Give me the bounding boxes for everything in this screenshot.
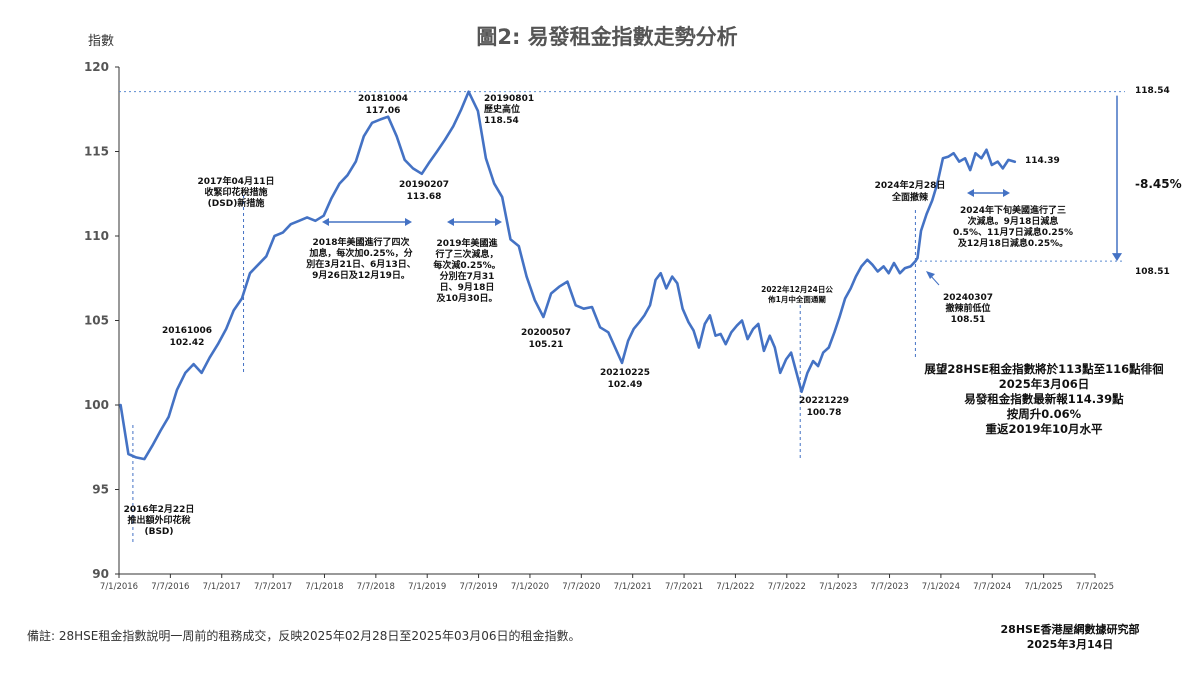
rate-hike-2018-annotation: 9月26日及12月19日。 — [312, 270, 410, 281]
x-tick-label: 7/7/2018 — [357, 582, 395, 592]
peak-2016-label: 20161006 — [162, 326, 212, 336]
y-tick-label: 120 — [84, 60, 109, 74]
outlook-annotation: 易發租金指數最新報114.39點 — [964, 392, 1124, 406]
historic-high-label: 歷史高位 — [484, 103, 520, 115]
rate-cut-2019-annotation: 分別在7月31 — [440, 270, 495, 282]
rate-cut-2024-arrow-left-head — [967, 189, 974, 197]
rate-hike-2018-arrow-right-head — [405, 218, 412, 226]
rate-hike-2018-annotation: 別在3月21日、6月13日、 — [305, 258, 416, 270]
y-tick-label: 90 — [92, 567, 109, 581]
low-2020-label: 20200507 — [521, 328, 571, 338]
guide-lines — [119, 91, 1125, 545]
low-2021-label: 20210225 — [600, 368, 650, 378]
bsd-annotation: (BSD) — [144, 527, 173, 537]
removal-annotation: 2024年2月28日 — [875, 179, 946, 191]
peak-2018-label: 20181004 — [358, 94, 408, 104]
series-line — [119, 90, 1017, 461]
x-tick-label: 7/1/2024 — [922, 582, 960, 592]
rate-cut-2024-annotation: 及12月18日減息0.25%。 — [958, 237, 1068, 249]
x-tick-label: 7/7/2023 — [870, 582, 908, 592]
x-tick-label: 7/7/2021 — [665, 582, 703, 592]
pre-removal-low-label: 108.51 — [951, 315, 986, 325]
peak-2018-label: 117.06 — [366, 106, 401, 116]
rate-cut-2019-annotation: 2019年美國進 — [436, 237, 498, 249]
low-2019-label: 113.68 — [407, 192, 442, 202]
footer-note: 備註: 28HSE租金指數說明一周前的租務成交，反映2025年02月28日至20… — [27, 629, 581, 643]
rate-hike-2018-annotation: 加息，每次加0.25%，分 — [308, 247, 412, 259]
rate-cut-2019-annotation: 日、9月18日 — [440, 282, 495, 293]
x-tick-label: 7/7/2016 — [151, 582, 189, 592]
rate-hike-2018-arrow-left-head — [322, 218, 329, 226]
axes: 90 95 100 105 110 115 120 7/1/2016 7/7/2016 7/1/2… — [84, 60, 1114, 592]
credit-org: 28HSE香港屋網數據研究部 — [1000, 623, 1140, 636]
dsd-annotation: (DSD)新措施 — [208, 197, 265, 209]
x-tick-label: 7/1/2022 — [716, 582, 754, 592]
x-tick-label: 7/7/2020 — [562, 582, 600, 592]
low-2022-label: 100.78 — [807, 408, 842, 418]
x-tick-label: 7/7/2017 — [254, 582, 292, 592]
x-tick-label: 7/1/2017 — [203, 582, 241, 592]
historic-high-label: 118.54 — [484, 116, 519, 126]
dsd-annotation: 收緊印花稅措施 — [204, 186, 267, 198]
outlook-annotation: 2025年3月06日 — [999, 377, 1090, 391]
historic-high-label: 20190801 — [484, 94, 534, 104]
x-tick-label: 7/7/2019 — [459, 582, 497, 592]
removal-annotation: 全面撤辣 — [891, 191, 929, 203]
high-line-value: 118.54 — [1135, 86, 1170, 96]
reopening-annotation: 2022年12月24日公 — [761, 284, 833, 294]
outlook-annotation: 按周升0.06% — [1007, 407, 1082, 421]
x-tick-label: 7/7/2022 — [768, 582, 806, 592]
x-tick-label: 7/1/2025 — [1025, 582, 1063, 592]
change-arrow-head — [1112, 253, 1122, 262]
rate-cut-2019-annotation: 每次減0.25%。 — [433, 259, 500, 271]
y-tick-label: 100 — [84, 398, 109, 412]
chart-title: 圖2: 易發租金指數走勢分析 — [476, 25, 737, 49]
x-tick-label: 7/1/2016 — [100, 582, 138, 592]
x-tick-label: 7/1/2020 — [511, 582, 549, 592]
low-line-value: 108.51 — [1135, 267, 1170, 277]
pre-removal-low-label: 20240307 — [943, 293, 993, 303]
rate-cut-2019-annotation: 行了三次減息， — [434, 248, 498, 260]
change-percentage: -8.45% — [1135, 177, 1182, 191]
low-2019-label: 20190207 — [399, 180, 449, 190]
low-2020-label: 105.21 — [529, 340, 564, 350]
y-axis-label: 指數 — [88, 34, 114, 49]
x-tick-label: 7/1/2018 — [305, 582, 343, 592]
rate-cut-2024-arrow-right-head — [1003, 189, 1010, 197]
y-tick-label: 105 — [84, 314, 109, 328]
x-tick-label: 7/1/2021 — [614, 582, 652, 592]
pre-removal-low-pointer-head — [926, 271, 935, 279]
latest-value-label: 114.39 — [1025, 156, 1060, 166]
outlook-annotation: 重返2019年10月水平 — [985, 422, 1103, 436]
rate-cut-2024-annotation: 0.5%、11月7日減息0.25% — [953, 226, 1073, 238]
y-tick-label: 95 — [92, 483, 109, 497]
low-2021-label: 102.49 — [608, 380, 643, 390]
credit-date: 2025年3月14日 — [1026, 638, 1114, 651]
peak-2016-label: 102.42 — [170, 338, 205, 348]
rate-cut-2019-arrow-right-head — [495, 218, 502, 226]
reopening-annotation: 佈1月中全面通關 — [767, 294, 826, 304]
rate-cut-2019-arrow-left-head — [447, 218, 454, 226]
y-tick-label: 110 — [84, 229, 109, 243]
rate-cut-2024-annotation: 次減息。9月18日減息 — [968, 215, 1059, 227]
x-tick-label: 7/7/2024 — [973, 582, 1011, 592]
outlook-annotation: 展望28HSE租金指數將於113點至116點徘徊 — [923, 362, 1163, 376]
low-2022-label: 20221229 — [799, 396, 849, 406]
rent-index-chart: 圖2: 易發租金指數走勢分析 指數 90 95 100 105 110 115 120 7/1… — [84, 25, 1182, 592]
rate-hike-2018-annotation: 2018年美國進行了四次 — [312, 236, 409, 248]
bsd-annotation: 推出額外印花稅 — [127, 514, 190, 526]
footer-credit: 28HSE香港屋網數據研究部 2025年3月14日 — [980, 622, 1160, 652]
rate-cut-2019-annotation: 及10月30日。 — [436, 293, 497, 304]
x-tick-label: 7/1/2023 — [819, 582, 857, 592]
pre-removal-low-label: 撤辣前低位 — [945, 302, 990, 314]
x-tick-label: 7/1/2019 — [408, 582, 446, 592]
x-tick-label: 7/7/2025 — [1076, 582, 1114, 592]
bsd-annotation: 2016年2月22日 — [124, 503, 195, 515]
dsd-annotation: 2017年04月11日 — [197, 175, 274, 187]
y-tick-label: 115 — [84, 145, 109, 159]
rate-cut-2024-annotation: 2024年下旬美國進行了三 — [960, 204, 1066, 216]
